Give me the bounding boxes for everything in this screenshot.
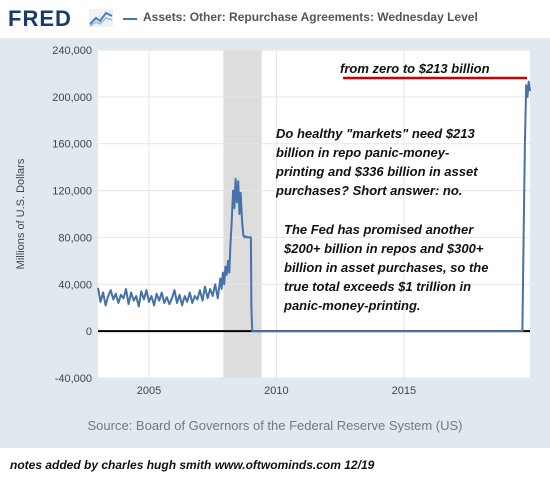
x-tick-label: 2010 — [264, 385, 288, 397]
annotation-para2-line: panic-money-printing. — [283, 298, 421, 313]
annotation-para1-line: billion in repo panic-money- — [276, 145, 449, 160]
chart-header: FRED Assets: Other: Repurchase Agreement… — [0, 0, 550, 38]
y-tick-label: -40,000 — [55, 373, 92, 385]
annotation-para2-line: $200+ billion in repos and $300+ — [283, 241, 484, 256]
fred-logo: FRED — [8, 6, 72, 31]
annotation-para2-line: billion in asset purchases, so the — [284, 260, 488, 275]
y-axis-label: Millions of U.S. Dollars — [15, 158, 27, 269]
annotation-para1-line: Do healthy "markets" need $213 — [276, 126, 476, 141]
source-text: Source: Board of Governors of the Federa… — [88, 418, 463, 433]
annotation-para2-line: true total exceeds $1 trillion in — [284, 279, 471, 294]
line-chart-icon — [89, 9, 113, 27]
legend-swatch — [123, 18, 137, 20]
annotation-para1-line: purchases? Short answer: no. — [275, 183, 462, 198]
y-tick-label: 120,000 — [52, 186, 92, 198]
x-tick-label: 2005 — [137, 385, 161, 397]
y-tick-label: 200,000 — [52, 92, 92, 104]
footer-note: notes added by charles hugh smith www.of… — [10, 458, 375, 472]
series-line — [97, 80, 531, 333]
annotation-para2-line: The Fed has promised another — [284, 222, 474, 237]
y-tick-label: 240,000 — [52, 45, 92, 57]
series-title: Assets: Other: Repurchase Agreements: We… — [143, 10, 478, 24]
plot-area — [98, 50, 530, 378]
x-tick-label: 2015 — [392, 385, 416, 397]
y-tick-label: 160,000 — [52, 139, 92, 151]
y-tick-label: 80,000 — [58, 232, 92, 244]
footer: notes added by charles hugh smith www.of… — [0, 454, 550, 479]
annotation-para1-line: printing and $336 billion in asset — [275, 164, 478, 179]
y-tick-label: 0 — [86, 326, 92, 338]
annotation-headline: from zero to $213 billion — [340, 61, 490, 76]
y-tick-label: 40,000 — [58, 279, 92, 291]
